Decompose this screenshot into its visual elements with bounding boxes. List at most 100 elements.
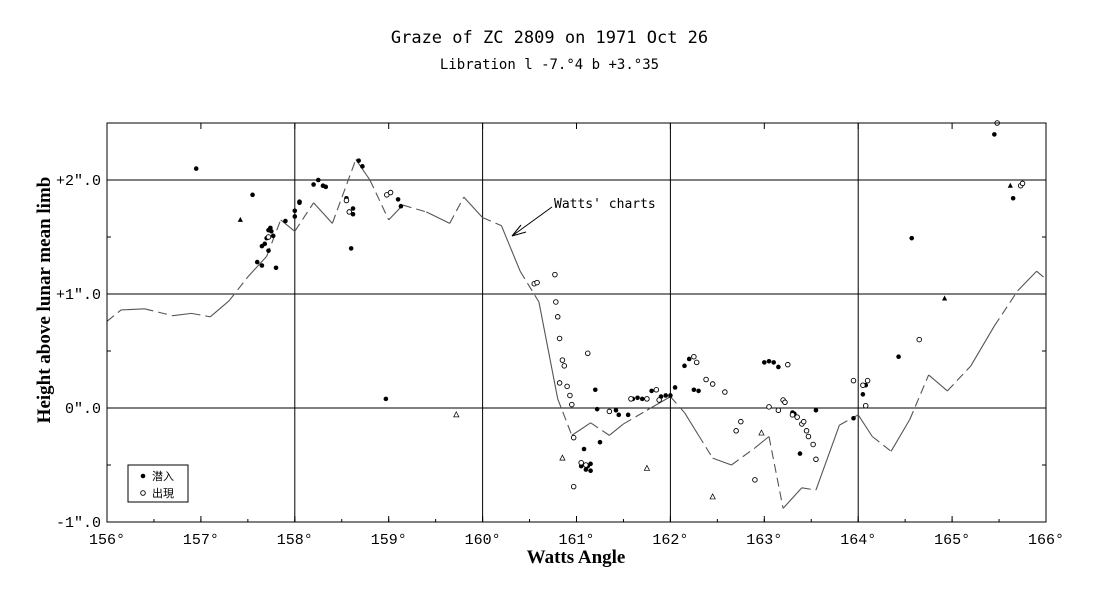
point-reappearance	[782, 399, 788, 406]
point-disappearance	[686, 356, 692, 362]
profile-segment	[500, 225, 521, 272]
point-reappearance	[733, 428, 739, 434]
profile-segment	[106, 309, 122, 322]
annotation-arrowhead	[511, 224, 527, 237]
point-disappearance	[588, 461, 593, 467]
watts-charts-annotation: Watts' charts	[511, 197, 656, 237]
legend: 潜入 出現	[127, 464, 189, 503]
point-reappearance	[553, 299, 559, 305]
legend-label-2: 出現	[152, 486, 174, 500]
point-reappearance	[862, 402, 869, 409]
x-tick-label: 163°	[746, 532, 782, 549]
profile-segment	[426, 211, 450, 224]
point-disappearance	[696, 388, 701, 394]
x-tick-labels: 156° 157° 158° 159° 160° 161° 162° 163° 164° 165°…	[89, 123, 1064, 549]
point-triangle-open	[453, 411, 460, 418]
point-disappearance	[323, 184, 329, 190]
point-reappearance	[860, 382, 866, 388]
plot-frame	[106, 122, 1047, 523]
point-disappearance	[625, 412, 631, 418]
point-reappearance	[552, 271, 558, 278]
profile-segment	[331, 159, 357, 224]
point-reappearance	[534, 279, 540, 286]
point-disappearance	[292, 208, 298, 214]
point-triangle-open	[559, 454, 566, 461]
point-disappearance	[797, 451, 803, 456]
point-disappearance	[259, 263, 265, 268]
point-reappearance	[810, 441, 816, 448]
profile-segment	[782, 487, 803, 509]
point-triangle-open	[643, 464, 651, 471]
profile-segment	[890, 419, 911, 452]
point-disappearance	[909, 235, 915, 241]
point-reappearance	[1019, 180, 1026, 187]
profile-segment	[871, 436, 892, 452]
profile-segment	[669, 396, 685, 413]
point-disappearance	[766, 358, 772, 364]
point-triangle-filled	[237, 216, 243, 222]
point-disappearance	[311, 182, 316, 187]
point-disappearance	[262, 241, 268, 247]
point-disappearance	[269, 229, 274, 234]
profile-segment	[144, 308, 173, 317]
point-reappearance	[644, 396, 650, 402]
profile-segment	[538, 301, 559, 399]
point-disappearance	[592, 387, 598, 393]
legend-label-1: 潜入	[152, 469, 174, 483]
point-reappearance	[556, 335, 563, 342]
point-reappearance	[265, 234, 272, 240]
point-disappearance	[594, 406, 600, 412]
point-disappearance	[762, 360, 767, 365]
point-reappearance	[578, 459, 584, 466]
point-reappearance	[653, 387, 660, 393]
x-tick-label: 159°	[371, 532, 407, 549]
point-triangle-open	[709, 493, 716, 500]
point-disappearance	[348, 246, 354, 251]
point-disappearance	[771, 360, 776, 365]
y-tick-label: 0".0	[65, 401, 101, 418]
point-disappearance	[398, 203, 404, 209]
profile-segment	[684, 412, 700, 436]
point-reappearance	[567, 392, 573, 399]
point-disappearance	[896, 354, 901, 360]
profile-segment	[294, 202, 315, 232]
profile-segment	[857, 414, 873, 437]
y-tick-label: +2".0	[56, 173, 101, 190]
x-axis-label: Watts Angle	[527, 547, 626, 568]
point-disappearance	[266, 248, 271, 253]
profile-segment	[280, 219, 296, 232]
y-axis-label: Height above lunar mean limb	[34, 177, 55, 424]
point-reappearance	[570, 483, 577, 490]
profile-segment	[1017, 270, 1038, 291]
point-reappearance	[583, 462, 589, 468]
annotation-arrow	[511, 206, 553, 237]
x-tick-label: 161°	[558, 532, 594, 549]
profile-segment	[121, 308, 145, 311]
chart-title: Graze of ZC 2809 on 1971 Oct 26	[390, 28, 709, 48]
profile-segment	[1036, 270, 1047, 280]
point-disappearance	[813, 407, 819, 413]
profile-segment	[557, 398, 573, 436]
profile-segment	[909, 374, 930, 420]
point-disappearance	[581, 446, 587, 452]
point-triangle-open	[758, 429, 765, 436]
point-triangle-filled	[1007, 182, 1013, 188]
x-tick-label: 158°	[277, 532, 313, 549]
point-disappearance	[356, 158, 361, 163]
point-disappearance	[270, 233, 276, 239]
point-reappearance	[691, 353, 697, 360]
point-disappearance	[583, 467, 589, 472]
profile-segment	[731, 447, 756, 466]
point-disappearance	[297, 199, 302, 204]
point-reappearance	[722, 389, 728, 395]
profile-segment	[209, 300, 230, 318]
point-disappearance	[250, 192, 255, 198]
point-reappearance	[775, 407, 782, 414]
point-reappearance	[693, 359, 700, 366]
point-reappearance	[752, 477, 758, 483]
point-reappearance	[606, 408, 613, 415]
point-disappearance	[597, 439, 603, 445]
point-reappearance	[813, 456, 819, 463]
profile-segment	[623, 409, 648, 425]
point-reappearance	[346, 209, 353, 215]
